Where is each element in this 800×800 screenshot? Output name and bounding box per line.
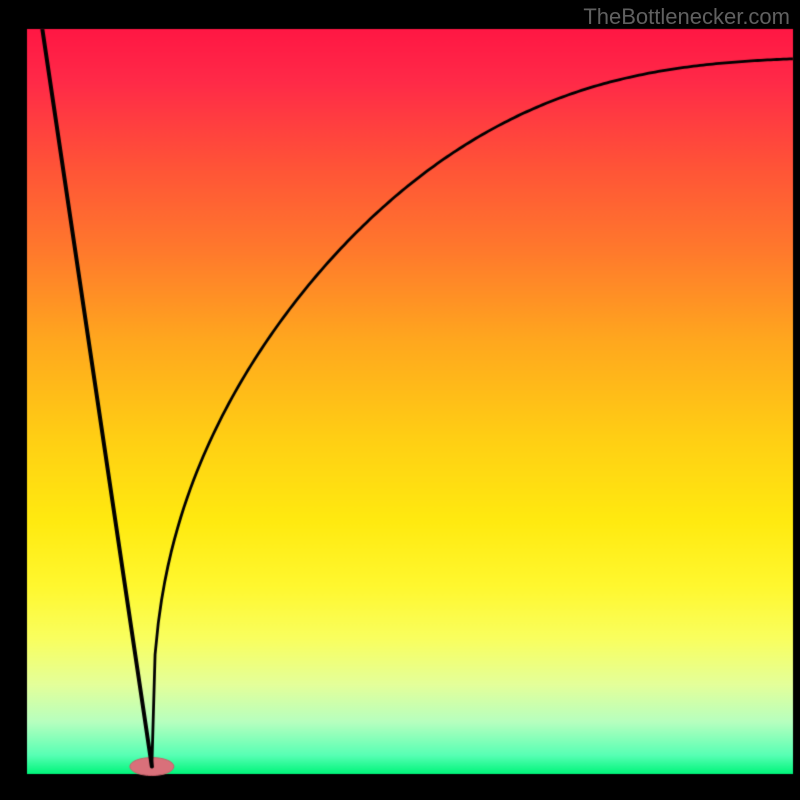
chart-container: TheBottlenecker.com bbox=[0, 0, 800, 800]
watermark-text: TheBottlenecker.com bbox=[583, 4, 790, 30]
curve-overlay-canvas bbox=[0, 0, 800, 800]
